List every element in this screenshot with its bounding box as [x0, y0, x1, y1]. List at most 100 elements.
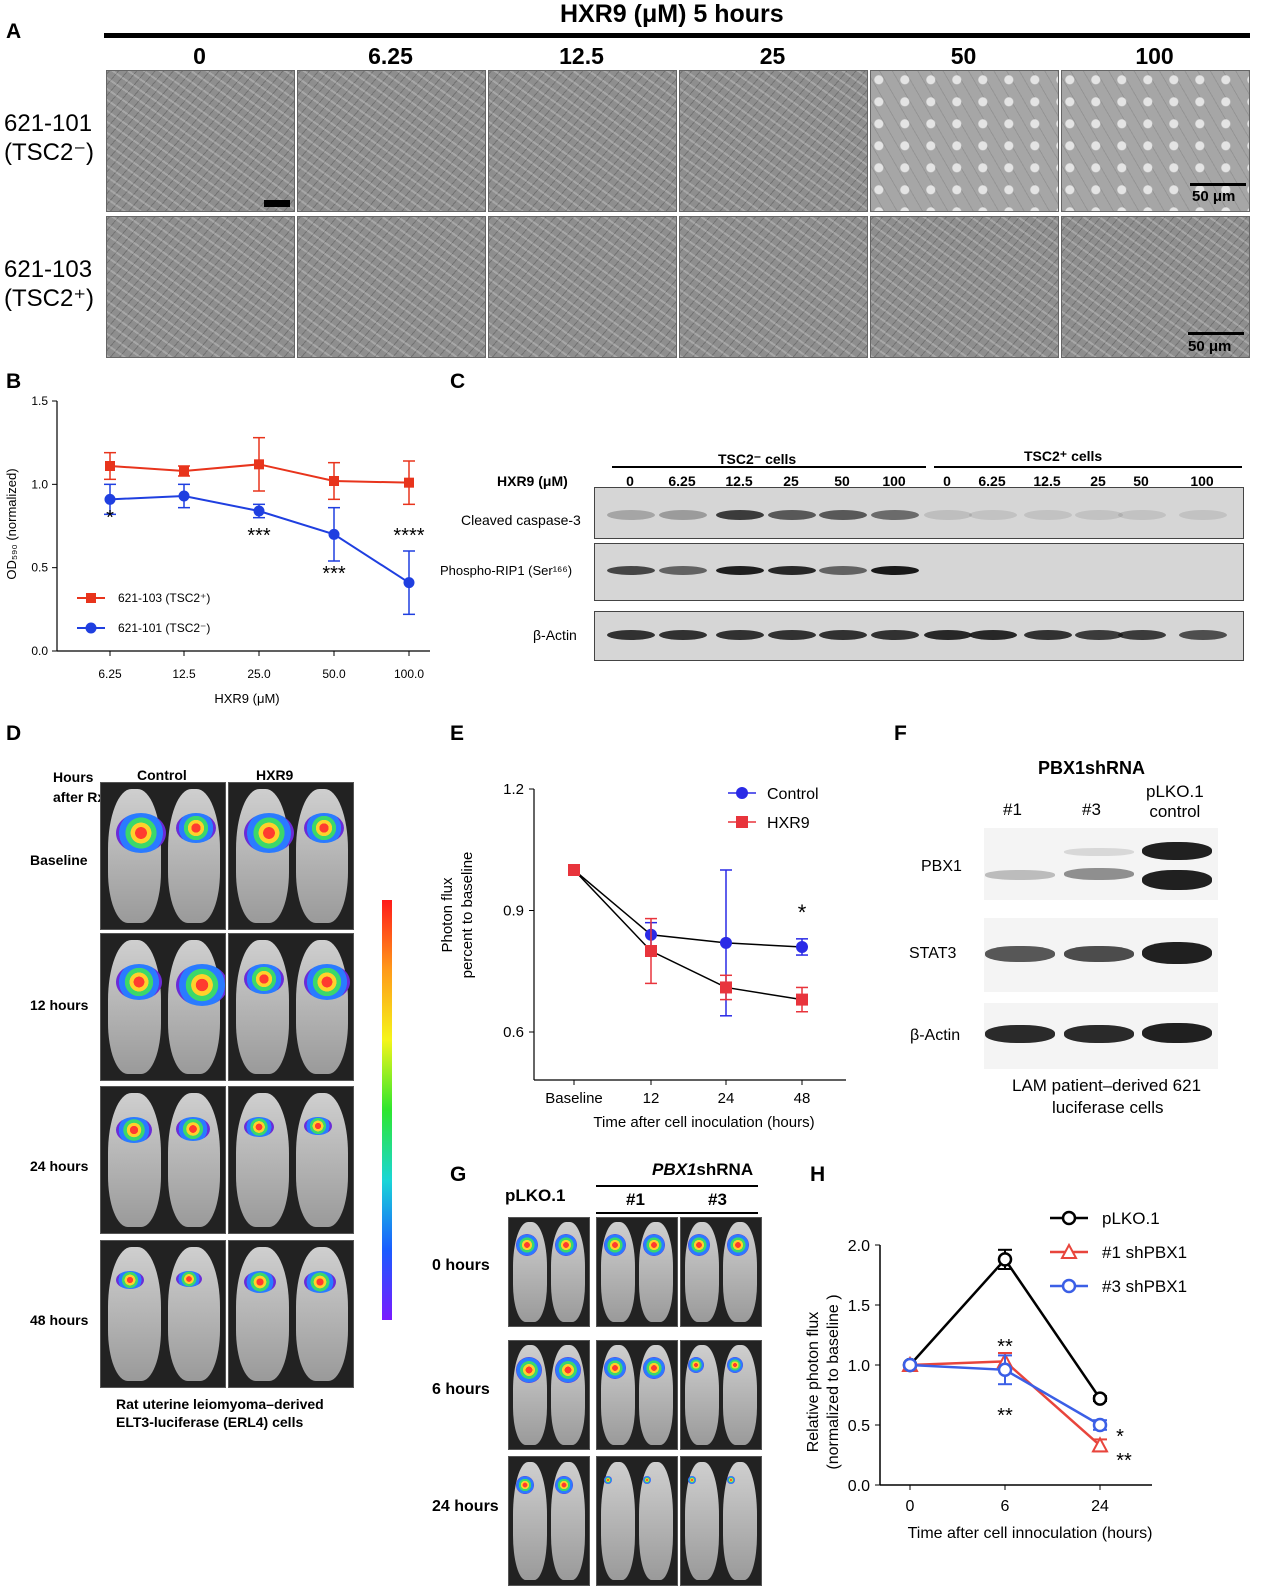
radiance-color-scale — [382, 900, 392, 1320]
row2-label-line2: (TSC2⁺) — [4, 285, 94, 312]
panel-h-chart: 0.0 0.5 1.0 1.5 2.0 0 6 24 Time after cell innoc… — [805, 1209, 1187, 1542]
x-tick-label: 25.0 — [247, 667, 271, 681]
blot-band — [1075, 510, 1123, 520]
luciferase-signal — [554, 1357, 581, 1384]
micrograph-image — [106, 70, 295, 212]
luciferase-signal — [303, 813, 344, 843]
blot-band — [659, 630, 707, 640]
x-tick-label: 6.25 — [98, 667, 122, 681]
blot-c-hxr9-label: HXR9 (μM) — [497, 473, 568, 489]
mouse-silhouette — [236, 788, 295, 924]
scale-bar-row1-label: 50 μm — [1192, 188, 1236, 205]
blot-band — [1064, 868, 1134, 880]
bioluminescence-image — [596, 1217, 678, 1327]
blot-c-lane-label: 12.5 — [725, 473, 753, 489]
legend-label: #1 shPBX1 — [1102, 1243, 1187, 1262]
panel-g-row-label: 6 hours — [432, 1381, 490, 1398]
luciferase-signal — [175, 1271, 202, 1287]
y-axis-label: OD₅₉₀ (normalized) — [4, 468, 19, 579]
luciferase-signal — [554, 1234, 577, 1257]
panel-f-lane3-line1: pLKO.1 — [1146, 782, 1204, 801]
micrograph-image — [297, 70, 486, 212]
panel-a-header: HXR9 (μM) 5 hours — [560, 0, 784, 28]
significance-marker: ** — [997, 1336, 1013, 1358]
luciferase-signal — [726, 1357, 743, 1374]
luciferase-signal — [642, 1357, 665, 1380]
luciferase-signal — [688, 1357, 705, 1374]
bioluminescence-image — [508, 1456, 590, 1586]
mouse-silhouette — [685, 1345, 719, 1445]
mouse-silhouette — [601, 1345, 635, 1445]
blot-band — [607, 630, 655, 640]
significance-marker: *** — [247, 525, 271, 547]
mouse-silhouette — [601, 1462, 635, 1580]
blot-c-lane-label: 12.5 — [1033, 473, 1061, 489]
mouse-silhouette — [167, 1246, 221, 1382]
concentration-label: 0 — [193, 43, 206, 69]
data-point — [178, 490, 190, 502]
mouse-silhouette — [551, 1222, 585, 1322]
panel-d-row-label: 24 hours — [30, 1158, 89, 1174]
x-tick-label: 6 — [1001, 1498, 1010, 1515]
luciferase-signal — [175, 1117, 210, 1141]
legend-marker — [1061, 1278, 1077, 1294]
scale-bar-row2-label: 50 μm — [1188, 338, 1232, 355]
blot-band — [969, 510, 1017, 520]
bioluminescence-image — [228, 1240, 354, 1388]
panel-f-row3: β-Actin — [910, 1027, 961, 1044]
legend-label: 621-101 (TSC2⁻) — [118, 621, 210, 635]
mouse-silhouette — [551, 1345, 585, 1445]
data-point — [403, 577, 415, 589]
legend-marker — [736, 816, 748, 828]
panel-f-caption-2: luciferase cells — [1052, 1098, 1164, 1117]
blot-c-lane-label: 50 — [834, 473, 850, 489]
blot-band — [607, 510, 655, 520]
x-tick-label: 12.5 — [172, 667, 196, 681]
legend-label: pLKO.1 — [1102, 1209, 1160, 1228]
x-tick-label: 50.0 — [322, 667, 346, 681]
blot-f-actin — [984, 1003, 1218, 1069]
y-tick-label: 0.0 — [848, 1478, 870, 1495]
mouse-silhouette — [601, 1222, 635, 1322]
mouse-silhouette — [685, 1222, 719, 1322]
legend-label: #3 shPBX1 — [1102, 1277, 1187, 1296]
significance-marker: * — [798, 900, 807, 925]
luciferase-signal — [604, 1476, 613, 1485]
legend-label: HXR9 — [767, 815, 810, 832]
scale-bar-row2 — [1188, 332, 1244, 335]
micrograph-image — [679, 70, 868, 212]
micrograph-image — [1061, 216, 1250, 358]
data-point — [254, 459, 264, 470]
panel-d-letter: D — [6, 722, 22, 745]
micrograph-image — [488, 70, 677, 212]
series-line — [573, 869, 803, 948]
concentration-label: 6.25 — [368, 43, 413, 69]
luciferase-signal — [244, 813, 295, 853]
data-point — [404, 477, 414, 488]
bioluminescence-image — [228, 933, 354, 1081]
x-axis-label: Time after cell inoculation (hours) — [593, 1114, 814, 1131]
panel-b-letter: B — [6, 370, 22, 393]
luciferase-signal — [726, 1476, 735, 1485]
blot-band — [768, 566, 816, 575]
y-axis-label: Relative photon flux — [805, 1312, 822, 1453]
y-tick-label: 1.0 — [848, 1358, 870, 1375]
data-point — [328, 528, 340, 540]
blot-band — [819, 510, 867, 520]
mouse-silhouette — [723, 1222, 757, 1322]
y-axis-label: Photon flux — [439, 877, 456, 953]
y-tick-label: 0.5 — [31, 561, 48, 575]
luciferase-signal — [175, 964, 225, 1006]
luciferase-signal — [116, 1271, 145, 1289]
blot-band — [607, 566, 655, 575]
panel-d-row-label: Baseline — [30, 852, 88, 868]
blot-band — [768, 510, 816, 520]
data-point — [720, 981, 732, 994]
y-tick-label: 1.5 — [31, 394, 48, 408]
panel-d-hours: Hours — [53, 769, 94, 785]
blot-band — [1142, 842, 1212, 860]
data-point — [796, 993, 808, 1006]
mouse-silhouette — [295, 939, 350, 1075]
data-point — [104, 493, 116, 505]
panel-g-shrna-header: PBX1shRNA — [652, 1160, 753, 1180]
